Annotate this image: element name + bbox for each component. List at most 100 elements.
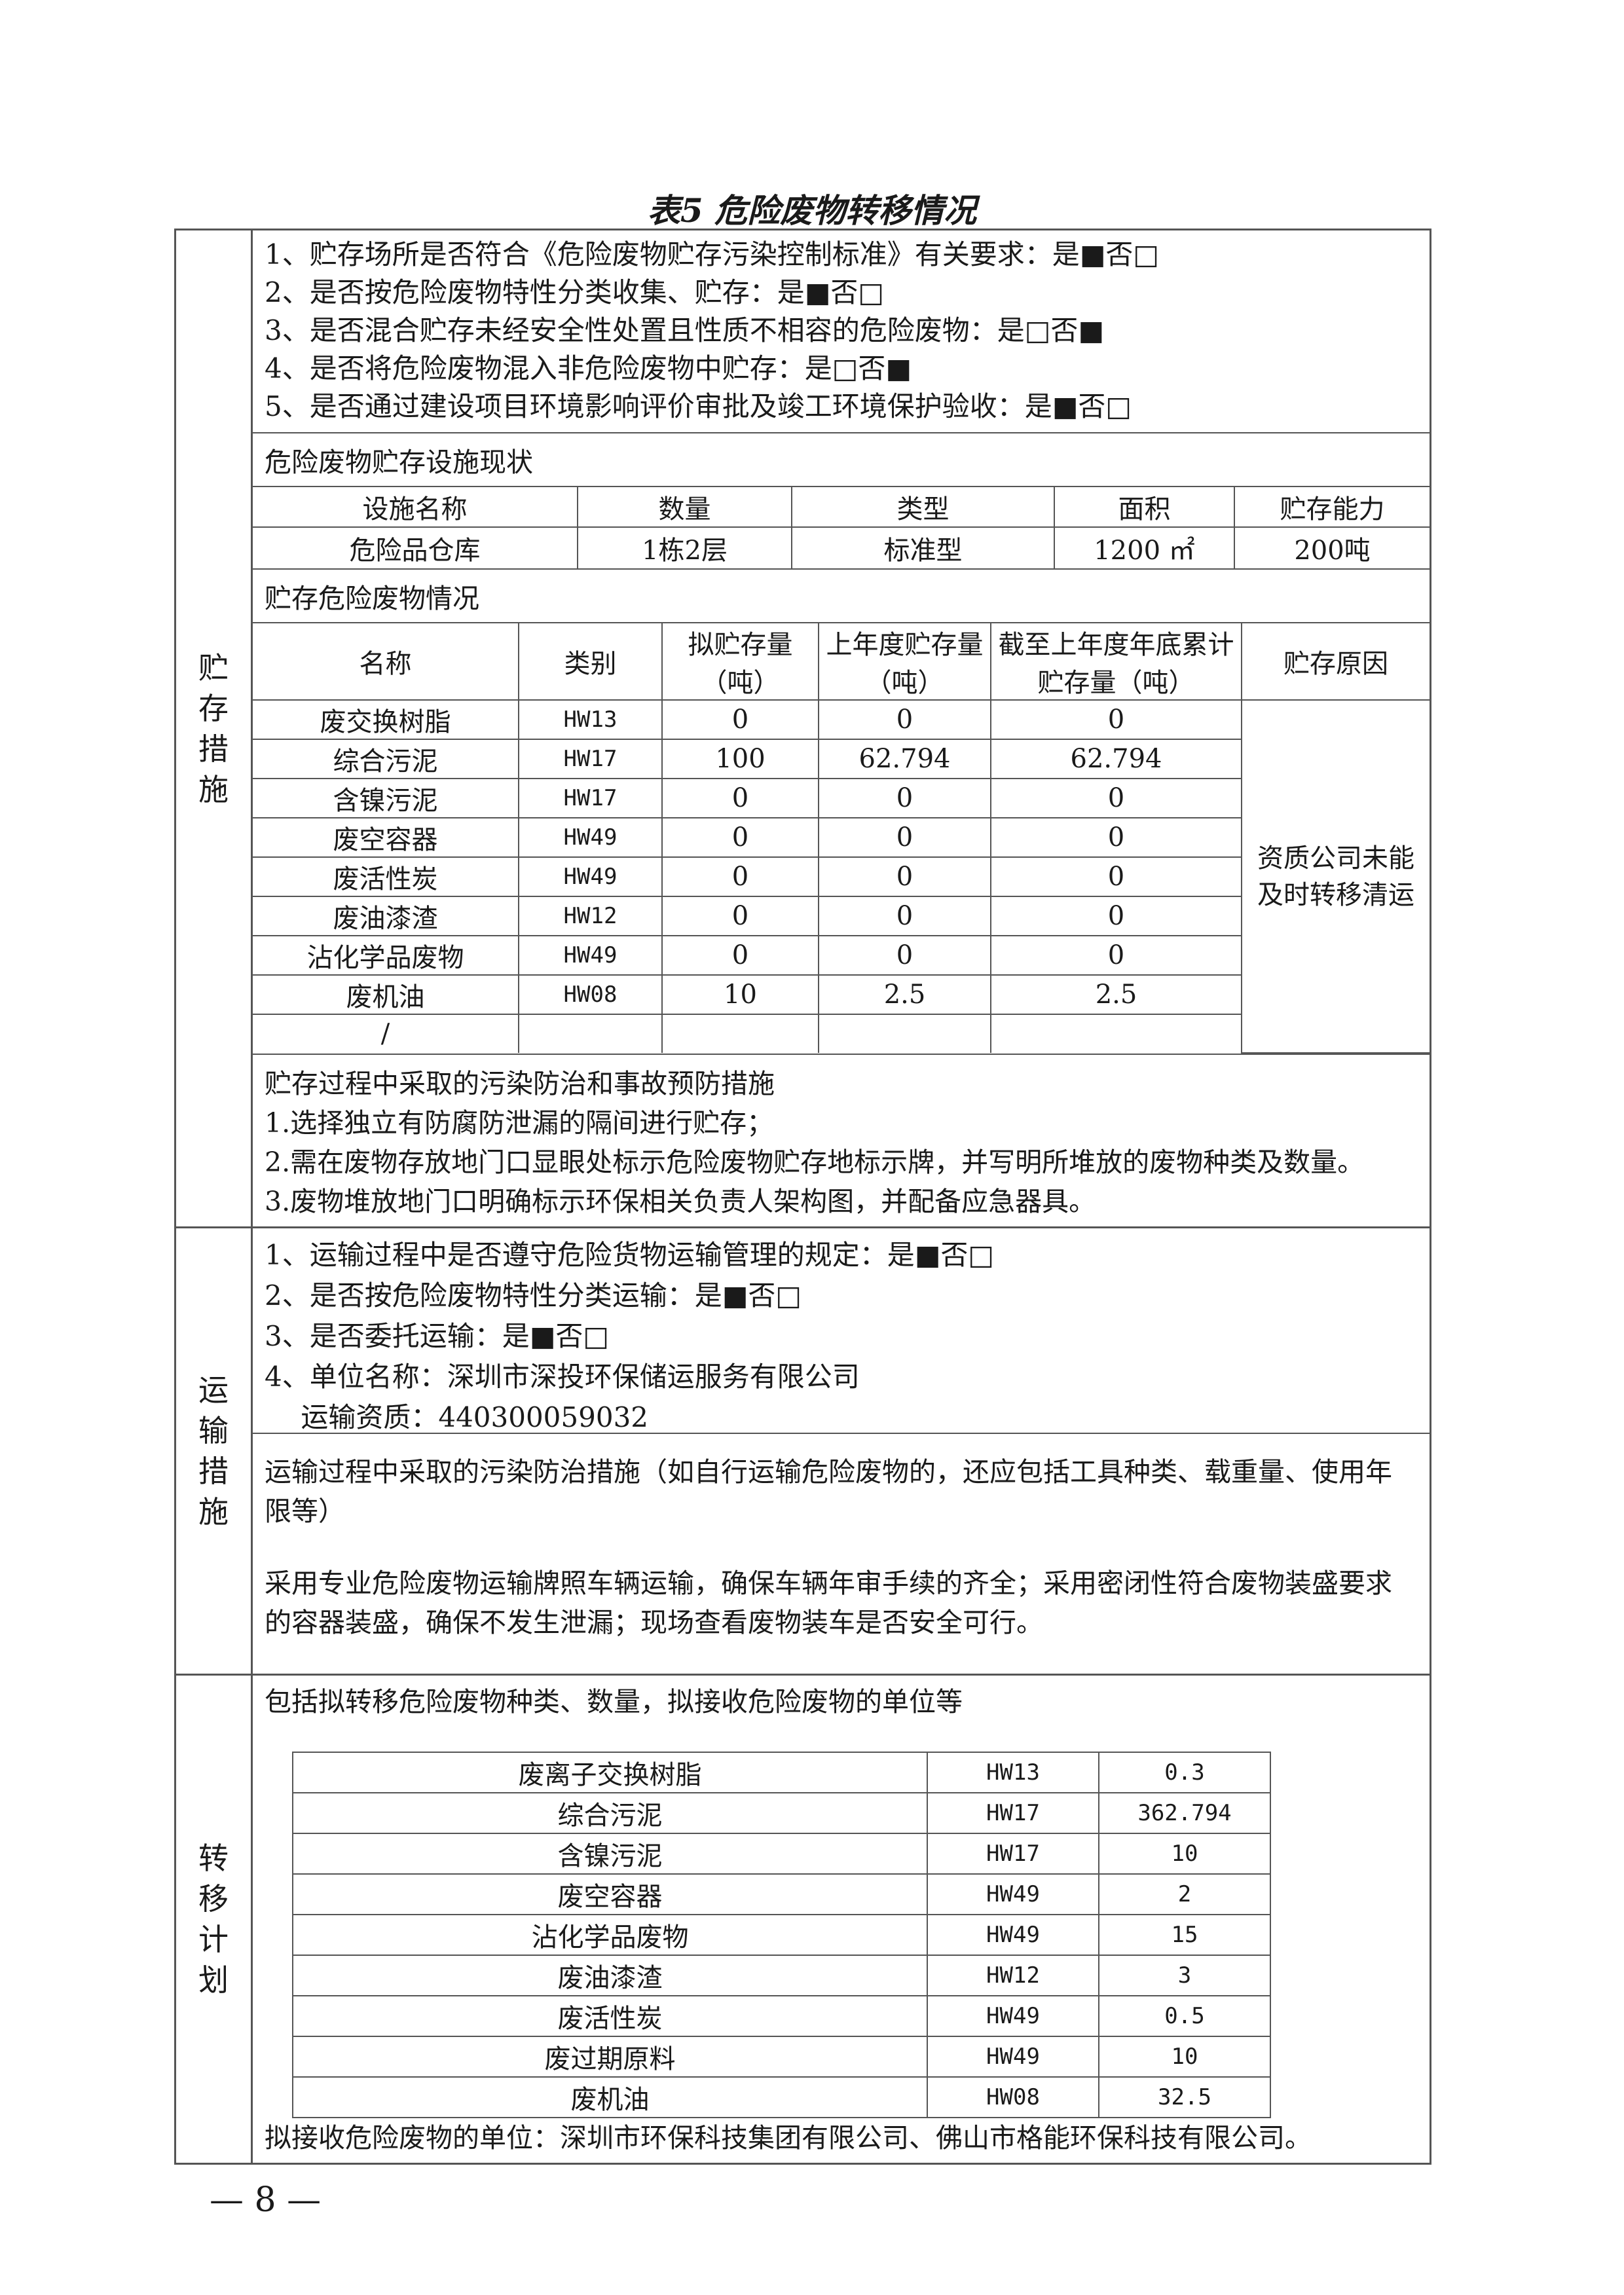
transfer-intro: 包括拟转移危险废物种类、数量，拟接收危险废物的单位等 <box>265 1686 963 1717</box>
cell: 0 <box>661 699 819 740</box>
cell: 0 <box>818 896 991 936</box>
table-row: / <box>253 1014 1430 1053</box>
cell: 含镍污泥 <box>292 1833 928 1875</box>
cell: 15 <box>1098 1914 1271 1956</box>
check-item: 3、是否混合贮存未经安全性处置且性质不相容的危险废物：是□否■ <box>265 314 1105 346</box>
header-cell: 类型 <box>791 487 1055 528</box>
header-cell: 面积 <box>1054 487 1235 528</box>
cell: 0.5 <box>1098 1995 1271 2037</box>
cell: 0 <box>818 817 991 858</box>
cell: HW49 <box>927 1995 1099 2037</box>
header-cell: 设施名称 <box>253 487 578 528</box>
receiver-units: 拟接收危险废物的单位：深圳市环保科技集团有限公司、佛山市格能环保科技有限公司。 <box>265 2122 1312 2154</box>
check-item: 1、贮存场所是否符合《危险废物贮存污染控制标准》有关要求：是■否□ <box>265 238 1160 270</box>
header-cell: 数量 <box>577 487 792 528</box>
transfer-section: 包括拟转移危险废物种类、数量，拟接收危险废物的单位等 废离子交换树脂 HW13 0.… <box>251 1674 1431 2165</box>
cell: 废活性炭 <box>253 856 519 897</box>
cell: 3 <box>1098 1955 1271 1996</box>
cell: 0 <box>990 896 1242 936</box>
cell: 废活性炭 <box>292 1995 928 2037</box>
transfer-plan-table: 废离子交换树脂 HW13 0.3 综合污泥 HW17 362.794 含镍污泥 HW17 10 废… <box>292 1752 1271 2118</box>
label-char: 贮 <box>198 650 229 686</box>
cell: 0 <box>990 817 1242 858</box>
header-cell: 名称 <box>253 623 519 700</box>
cell: 10 <box>1098 2036 1271 2078</box>
cell: 200吨 <box>1234 526 1430 568</box>
cell: 0 <box>990 699 1242 740</box>
cell: 362.794 <box>1098 1792 1271 1834</box>
measures-title: 运输过程中采取的污染防治措施（如自行运输危险废物的，还应包括工具种类、载重量、使… <box>265 1456 1392 1527</box>
label-char: 转 <box>198 1841 229 1876</box>
facility-label: 危险废物贮存设施现状 <box>253 433 1430 487</box>
waste-label: 贮存危险废物情况 <box>253 568 1430 623</box>
storage-reason: 资质公司未能及时转移清运 <box>1241 699 1430 1054</box>
cell: 0 <box>818 699 991 740</box>
label-char: 施 <box>198 771 229 807</box>
label-char: 移 <box>198 1881 229 1917</box>
cell: 2.5 <box>818 974 991 1015</box>
table-row: 废活性炭 HW49 0 0 0 <box>253 856 1430 897</box>
cell: HW17 <box>518 778 663 818</box>
cell <box>661 1014 819 1053</box>
cell: HW12 <box>927 1955 1099 1996</box>
stored-waste-table: 名称 类别 拟贮存量（吨） 上年度贮存量（吨） 截至上年度年底累计贮存量（吨） … <box>253 623 1430 1054</box>
cell: HW13 <box>518 699 663 740</box>
cell: 标准型 <box>791 526 1055 568</box>
facility-table: 设施名称 数量 类型 面积 贮存能力 危险品仓库 1栋2层 标准型 1200 ㎡… <box>253 487 1430 568</box>
check-item: 3、是否委托运输：是■否□ <box>265 1320 610 1352</box>
cell: 综合污泥 <box>253 739 519 779</box>
check-item: 2、是否按危险废物特性分类收集、贮存：是■否□ <box>265 276 885 308</box>
hazardous-waste-transfer-table: 贮 存 措 施 1、贮存场所是否符合《危险废物贮存污染控制标准》有关要求：是■否… <box>174 229 1431 2165</box>
cell: 危险品仓库 <box>253 526 578 568</box>
cell: HW08 <box>518 974 663 1015</box>
table-row: 废油漆渣 HW12 3 <box>292 1955 1271 1996</box>
cell: 0 <box>990 778 1242 818</box>
cell: 2 <box>1098 1873 1271 1915</box>
cell: HW49 <box>518 817 663 858</box>
cell: 32.5 <box>1098 2076 1271 2118</box>
cell: 0 <box>818 778 991 818</box>
table-row: 沾化学品废物 HW49 0 0 0 <box>253 935 1430 976</box>
cell: 废空容器 <box>292 1873 928 1915</box>
cell: 100 <box>661 739 819 779</box>
table-row: 废离子交换树脂 HW13 0.3 <box>292 1752 1271 1793</box>
table-title: 表5 危险废物转移情况 <box>647 191 977 230</box>
transport-section: 1、运输过程中是否遵守危险货物运输管理的规定：是■否□ 2、是否按危险废物特性分… <box>251 1226 1431 1676</box>
cell: 废机油 <box>292 2076 928 2118</box>
cell: 62.794 <box>818 739 991 779</box>
cell: 沾化学品废物 <box>292 1914 928 1956</box>
label-char: 运 <box>198 1372 229 1408</box>
cell: HW12 <box>518 896 663 936</box>
cell: 0 <box>661 896 819 936</box>
storage-section-label: 贮 存 措 施 <box>174 229 253 1228</box>
cell: HW49 <box>927 1914 1099 1956</box>
table-row: 废机油 HW08 32.5 <box>292 2076 1271 2118</box>
measure-item: 3.废物堆放地门口明确标示环保相关负责人架构图，并配备应急器具。 <box>265 1186 1096 1217</box>
check-item: 1、运输过程中是否遵守危险货物运输管理的规定：是■否□ <box>265 1239 995 1271</box>
measure-item: 2.需在废物存放地门口显眼处标示危险废物贮存地标示牌，并写明所堆放的废物种类及数… <box>265 1147 1365 1178</box>
transport-section-label: 运 输 措 施 <box>174 1226 253 1676</box>
header-cell: 贮存原因 <box>1241 623 1430 700</box>
cell: 废油漆渣 <box>292 1955 928 1996</box>
cell: 0.3 <box>1098 1752 1271 1793</box>
check-item: 4、单位名称：深圳市深投环保储运服务有限公司 <box>265 1361 860 1393</box>
table-row: 沾化学品废物 HW49 15 <box>292 1914 1271 1956</box>
check-item: 运输资质：440300059032 <box>265 1401 649 1433</box>
cell: 10 <box>1098 1833 1271 1875</box>
table-row: 废过期原料 HW49 10 <box>292 2036 1271 2078</box>
cell: HW13 <box>927 1752 1099 1793</box>
label-char: 施 <box>198 1494 229 1530</box>
header-cell: 上年度贮存量（吨） <box>818 623 991 700</box>
table-header-row: 设施名称 数量 类型 面积 贮存能力 <box>253 487 1430 528</box>
check-item: 5、是否通过建设项目环境影响评价审批及竣工环境保护验收：是■否□ <box>265 390 1132 422</box>
cell: HW17 <box>927 1833 1099 1875</box>
table-row: 综合污泥 HW17 362.794 <box>292 1792 1271 1834</box>
cell: 1栋2层 <box>577 526 792 568</box>
cell <box>518 1014 663 1053</box>
cell <box>990 1014 1242 1053</box>
transport-checks: 1、运输过程中是否遵守危险货物运输管理的规定：是■否□ 2、是否按危险废物特性分… <box>253 1228 1430 1434</box>
measure-item: 1.选择独立有防腐防泄漏的隔间进行贮存； <box>265 1107 774 1139</box>
page-number: — 8 — <box>210 2180 322 2220</box>
table-row: 含镍污泥 HW17 10 <box>292 1833 1271 1875</box>
cell: 0 <box>661 778 819 818</box>
